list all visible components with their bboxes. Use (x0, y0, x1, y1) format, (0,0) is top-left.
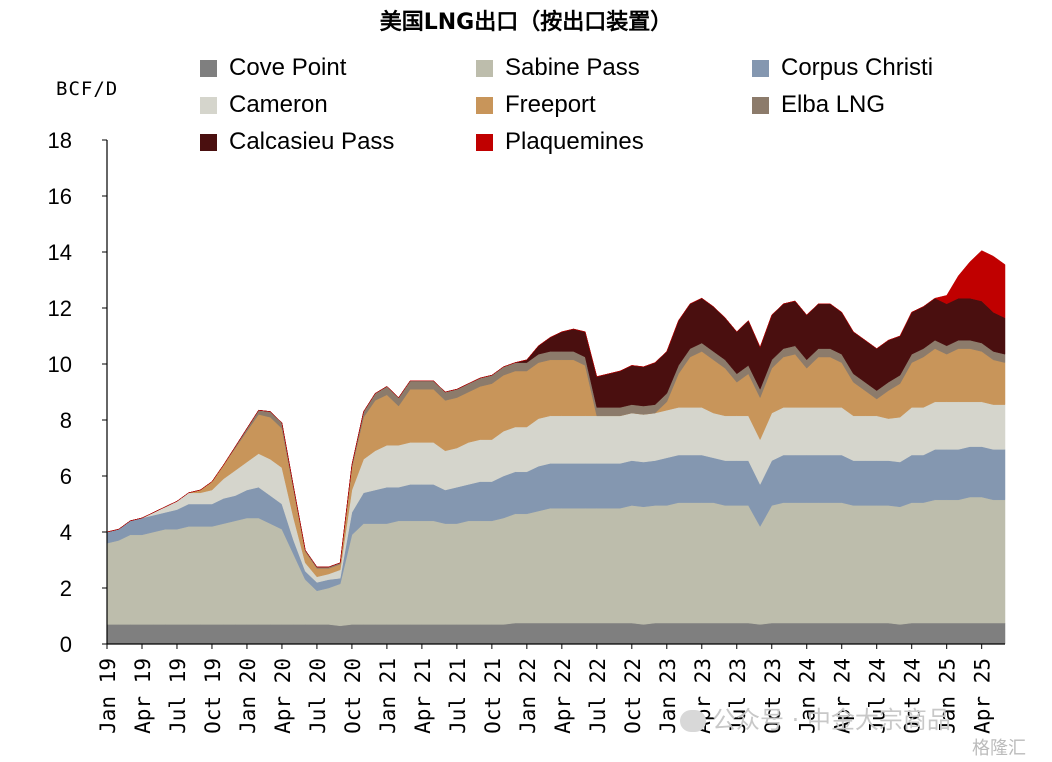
legend-label-calcasieu-pass: Calcasieu Pass (229, 128, 395, 155)
legend-label-elba-lng: Elba LNG (781, 91, 886, 118)
watermark-corner: 格隆汇 (972, 738, 1026, 759)
x-tick-label-5: Apr 20 (271, 658, 295, 734)
legend-item-freeport: Freeport (476, 91, 596, 119)
legend-item-cove-point: Cove Point (200, 54, 346, 82)
legend-swatch-plaquemines (476, 133, 493, 151)
legend-swatch-cove-point (200, 59, 217, 77)
x-tick-label-20: Jan 24 (796, 658, 820, 734)
y-tick-label-6: 6 (60, 464, 72, 489)
x-tick-label-8: Jan 21 (376, 658, 400, 734)
area-series-plaquemines (106, 250, 1006, 568)
x-tick-label-18: Jul 23 (726, 658, 750, 734)
y-tick-label-2: 2 (60, 576, 72, 601)
x-tick-label-22: Jul 24 (866, 658, 890, 734)
legend-label-corpus-christi: Corpus Christi (781, 54, 934, 81)
legend-item-sabine-pass: Sabine Pass (476, 54, 640, 82)
area-series-cove-point (106, 622, 1006, 645)
legend-item-calcasieu-pass: Calcasieu Pass (200, 128, 394, 156)
legend-item-elba-lng: Elba LNG (752, 91, 885, 119)
y-tick-label-4: 4 (60, 520, 72, 545)
legend-item-corpus-christi: Corpus Christi (752, 54, 933, 82)
watermark: 公众号 · 中金大宗商品 (680, 700, 951, 735)
x-tick-label-12: Jan 22 (516, 658, 540, 734)
x-tick-label-2: Jul 19 (166, 658, 190, 734)
x-tick-label-15: Oct 22 (621, 658, 645, 734)
x-tick-label-13: Apr 22 (551, 658, 575, 734)
legend-item-cameron: Cameron (200, 91, 328, 119)
x-tick-label-6: Jul 20 (306, 658, 330, 734)
y-tick-label-10: 10 (48, 352, 72, 377)
legend-item-plaquemines: Plaquemines (476, 128, 644, 156)
x-tick-label-16: Jan 23 (656, 658, 680, 734)
legend-swatch-freeport (476, 96, 493, 114)
x-tick-label-23: Oct 24 (901, 658, 925, 734)
x-tick-label-21: Apr 24 (831, 658, 855, 734)
legend-swatch-sabine-pass (476, 59, 493, 77)
chart-title: 美国LNG出口（按出口装置） (379, 10, 673, 35)
x-tick-label-10: Jul 21 (446, 658, 470, 734)
legend-label-cove-point: Cove Point (229, 54, 347, 81)
wechat-icon (680, 710, 706, 732)
x-tick-label-24: Jan 25 (936, 658, 960, 734)
x-tick-label-9: Apr 21 (411, 658, 435, 734)
y-tick-label-14: 14 (48, 240, 72, 265)
x-tick-label-25: Apr 25 (971, 658, 995, 734)
y-axis-unit-label: BCF/D (56, 78, 119, 100)
y-tick-label-8: 8 (60, 408, 72, 433)
legend-swatch-cameron (200, 96, 217, 114)
legend-swatch-elba-lng (752, 96, 769, 114)
x-tick-label-14: Jul 22 (586, 658, 610, 734)
legend-label-cameron: Cameron (229, 91, 328, 118)
x-tick-label-3: Oct 19 (201, 658, 225, 734)
x-tick-label-19: Oct 23 (761, 658, 785, 734)
legend-label-plaquemines: Plaquemines (505, 128, 644, 155)
x-tick-label-4: Jan 20 (236, 658, 260, 734)
x-tick-label-7: Oct 20 (341, 658, 365, 734)
x-tick-label-0: Jan 19 (96, 658, 120, 734)
x-tick-label-1: Apr 19 (131, 658, 155, 734)
y-tick-label-0: 0 (60, 632, 72, 657)
legend-swatch-calcasieu-pass (200, 133, 217, 151)
y-tick-label-12: 12 (48, 296, 72, 321)
legend-label-sabine-pass: Sabine Pass (505, 54, 640, 81)
legend-swatch-corpus-christi (752, 59, 769, 77)
watermark-text: 公众号 · 中金大宗商品 (712, 706, 951, 734)
y-tick-label-16: 16 (48, 184, 72, 209)
y-tick-label-18: 18 (48, 128, 72, 153)
legend-label-freeport: Freeport (505, 91, 596, 118)
x-tick-label-11: Oct 21 (481, 658, 505, 734)
